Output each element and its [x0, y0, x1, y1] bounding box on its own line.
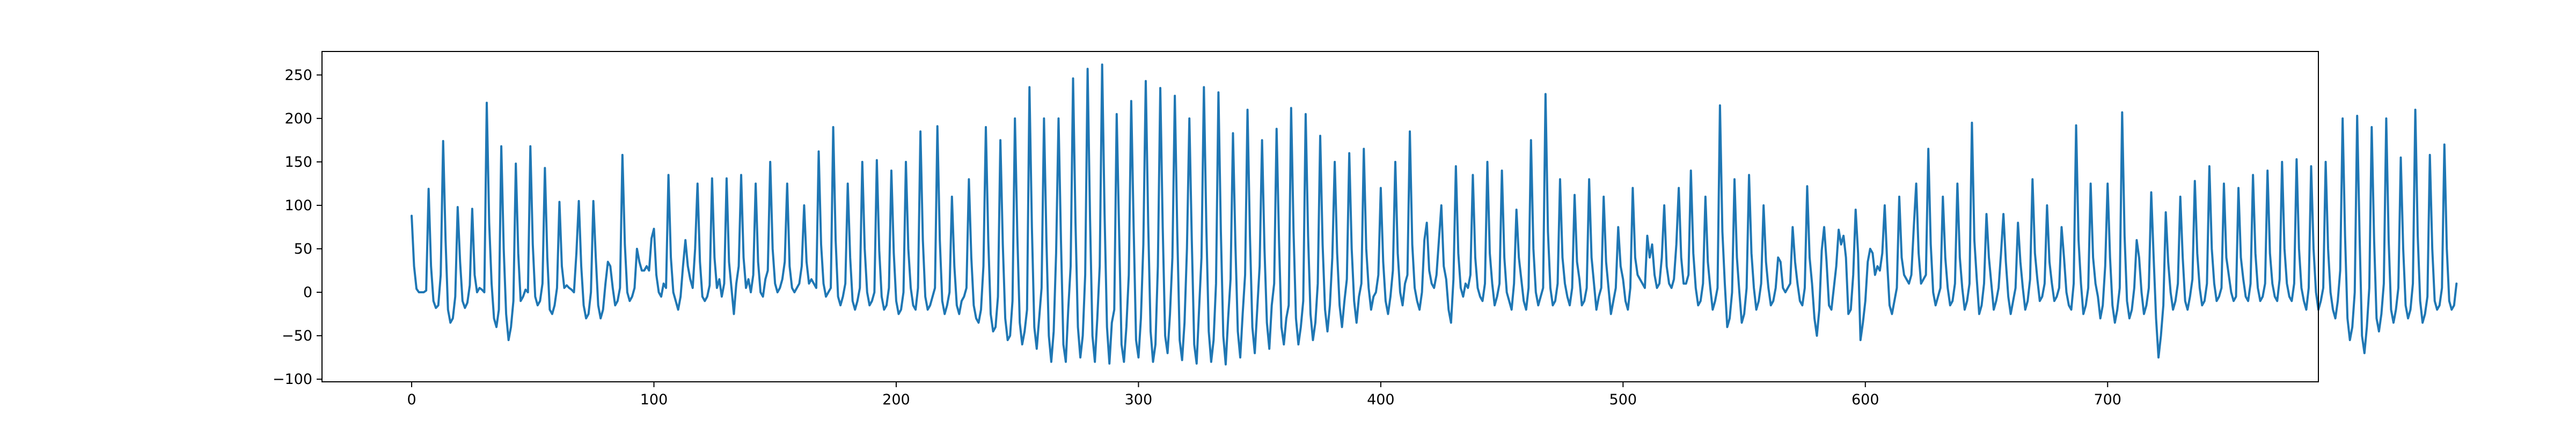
y-axis: −100 −50 0 50 100 150 200 250: [273, 67, 322, 388]
x-tick-label: 500: [1609, 391, 1637, 408]
x-tick-label: 400: [1367, 391, 1395, 408]
y-tick-label: 150: [284, 154, 312, 171]
x-tick-label: 700: [2094, 391, 2121, 408]
x-tick-label: 600: [1851, 391, 1879, 408]
y-tick-label: −50: [282, 328, 312, 344]
plot-area: [411, 63, 2458, 366]
y-tick-label: 100: [284, 197, 312, 214]
x-axis: 0 100 200 300 400 500 600 700: [407, 382, 2121, 408]
x-tick-label: 300: [1125, 391, 1153, 408]
y-tick-label: 50: [294, 241, 312, 257]
x-tick-label: 0: [407, 391, 416, 408]
y-tick-label: 200: [284, 110, 312, 127]
y-tick-label: −100: [273, 371, 312, 388]
plot-frame: [321, 51, 2319, 382]
data-series-line: [411, 63, 2458, 366]
x-tick-label: 200: [882, 391, 910, 408]
y-tick-label: 250: [284, 67, 312, 84]
y-tick-label: 0: [303, 284, 312, 301]
x-tick-label: 100: [640, 391, 668, 408]
